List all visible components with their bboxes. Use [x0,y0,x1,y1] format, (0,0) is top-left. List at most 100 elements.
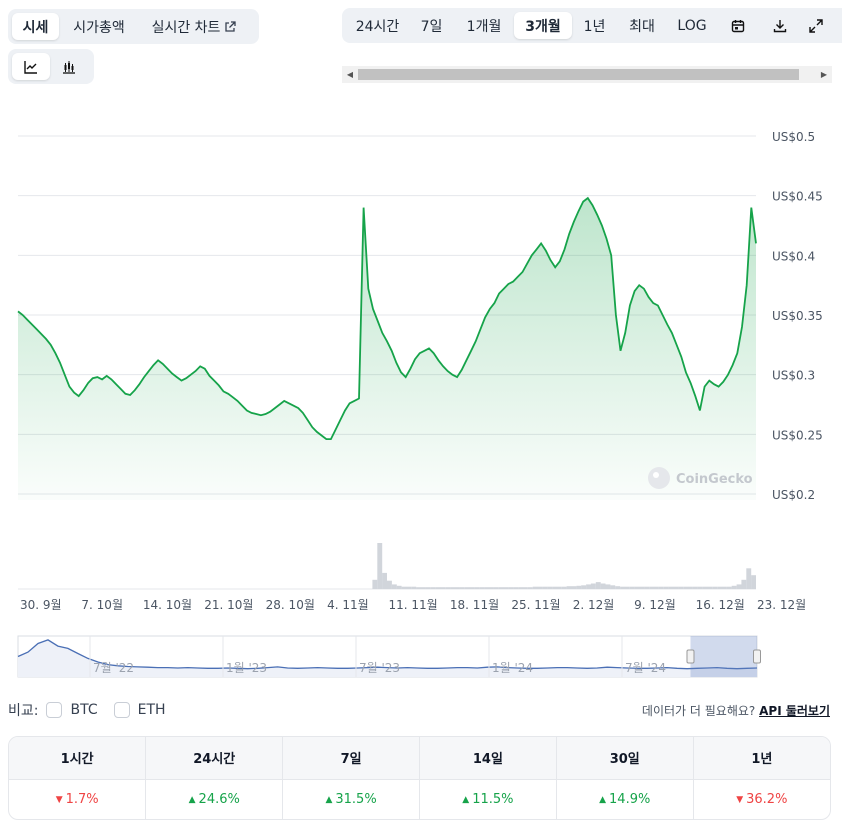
volume-bar [629,586,635,589]
performance-change-value: 1.7% [65,792,99,808]
volume-bar [726,586,732,589]
navigator-selection[interactable] [690,636,757,677]
volume-bar [610,585,616,589]
y-tick-label: US$0.3 [772,369,815,383]
volume-bar [702,586,708,589]
performance-change-cell: ▲ 14.9% [556,778,694,819]
scroll-right-arrow-icon[interactable]: ▶ [820,70,828,79]
range-tabs-scrollbar[interactable]: ◀ ▶ [342,66,832,83]
volume-bar [537,586,543,589]
range-3m[interactable]: 3개월 [514,12,572,39]
fullscreen-button[interactable] [801,12,831,39]
volume-bar [561,586,567,589]
volume-bar [566,586,572,589]
volume-bar [624,586,630,589]
volume-bar [445,587,451,589]
compare-btc-checkbox[interactable] [46,702,63,718]
range-log[interactable]: LOG [677,17,707,34]
performance-change-value: 14.9% [609,792,651,808]
date-range-button[interactable] [717,12,759,39]
compare-label: 비교: [8,703,39,719]
scroll-left-arrow-icon[interactable]: ◀ [346,70,354,79]
range-7d[interactable]: 7일 [420,18,443,35]
compare-eth-checkbox[interactable] [113,702,130,718]
volume-bar [634,586,640,589]
volume-bar [688,586,693,589]
performance-period-header: 14일 [419,737,557,779]
download-button[interactable] [759,12,801,39]
volume-bar [469,587,475,589]
api-link[interactable]: API 둘러보기 [759,704,830,718]
volume-bar [484,587,489,589]
line-chart-icon [24,60,37,74]
caret-up-icon: ▲ [188,795,196,806]
volume-bar [474,587,480,589]
volume-bar [658,586,664,589]
range-navigator[interactable]: 7월 '22 1월 '23 7월 '23 1월 '24 7월 '24 [17,635,761,678]
performance-change-cell: ▲ 31.5% [282,778,420,819]
y-tick-label: US$0.2 [772,488,815,502]
volume-bar [736,584,742,589]
price-line [17,196,757,440]
volume-bar [722,586,727,589]
tab-price[interactable]: 시세 [12,13,59,40]
candlestick-chart-button[interactable] [50,53,88,80]
volume-bar [527,587,533,589]
navigator-handle-left[interactable] [686,649,695,664]
price-chart[interactable]: US$0.5 US$0.45 US$0.4 US$0.35 US$0.3 US$0.25 U… [0,100,854,680]
compare-btc-label[interactable]: BTC [70,702,98,718]
volume-bar [532,586,538,589]
volume-bar [581,585,587,589]
range-max[interactable]: 최대 [629,18,655,35]
volume-bar [663,586,669,589]
price-area [18,198,756,500]
performance-period-header: 7일 [282,737,420,779]
volume-bar [425,587,431,589]
x-tick-label: 21. 10월 [204,598,253,612]
tab-live-chart[interactable]: 실시간 차트 [139,13,249,40]
volume-bar [692,586,698,589]
navigator-label: 1월 '23 [226,661,267,675]
volume-bar [503,587,509,589]
watermark-text: CoinGecko [676,472,753,487]
volume-bar [552,586,557,589]
performance-period-header: 24시간 [145,737,284,779]
volume-bar [377,543,383,589]
x-tick-label: 2. 12월 [573,598,615,612]
performance-period-header: 1년 [693,737,830,779]
performance-change-value: 11.5% [472,792,514,808]
volume-bar [411,586,417,589]
performance-change-cell: ▲ 11.5% [419,778,557,819]
compare-eth-label[interactable]: ETH [137,702,166,718]
tab-market-cap[interactable]: 시가총액 [73,19,125,36]
y-tick-label: US$0.5 [772,130,815,144]
volume-bar [508,587,514,589]
navigator-label: 7월 '23 [359,661,400,675]
range-tabs: 24시간 7일 1개월 3개월 1년 최대 LOG [342,8,842,43]
scrollbar-thumb[interactable] [358,69,799,80]
volume-bar [571,586,577,589]
navigator-area [18,639,757,677]
volume-bar [644,586,650,589]
volume-bar [620,586,625,589]
volume-bar [683,586,689,589]
navigator-handle-right[interactable] [753,649,761,664]
volume-bar [489,587,494,589]
y-tick-label: US$0.4 [772,249,815,263]
range-1y[interactable]: 1년 [583,18,606,35]
volume-bar [649,586,655,589]
x-tick-label: 14. 10월 [143,598,192,612]
x-tick-label: 30. 9월 [20,598,62,612]
volume-bar [712,586,718,589]
range-24h[interactable]: 24시간 [355,18,400,35]
volume-bar [401,586,407,589]
range-1m[interactable]: 1개월 [466,18,502,35]
x-tick-label: 23. 12월 [757,598,806,612]
api-promo: 데이터가 더 필요해요? API 둘러보기 [642,702,830,719]
x-tick-label: 11. 11월 [389,598,438,612]
volume-bar [421,587,426,589]
volume-bars [18,543,756,590]
volume-bar [522,587,528,589]
line-chart-button[interactable] [12,53,50,80]
volume-bar [382,572,387,589]
